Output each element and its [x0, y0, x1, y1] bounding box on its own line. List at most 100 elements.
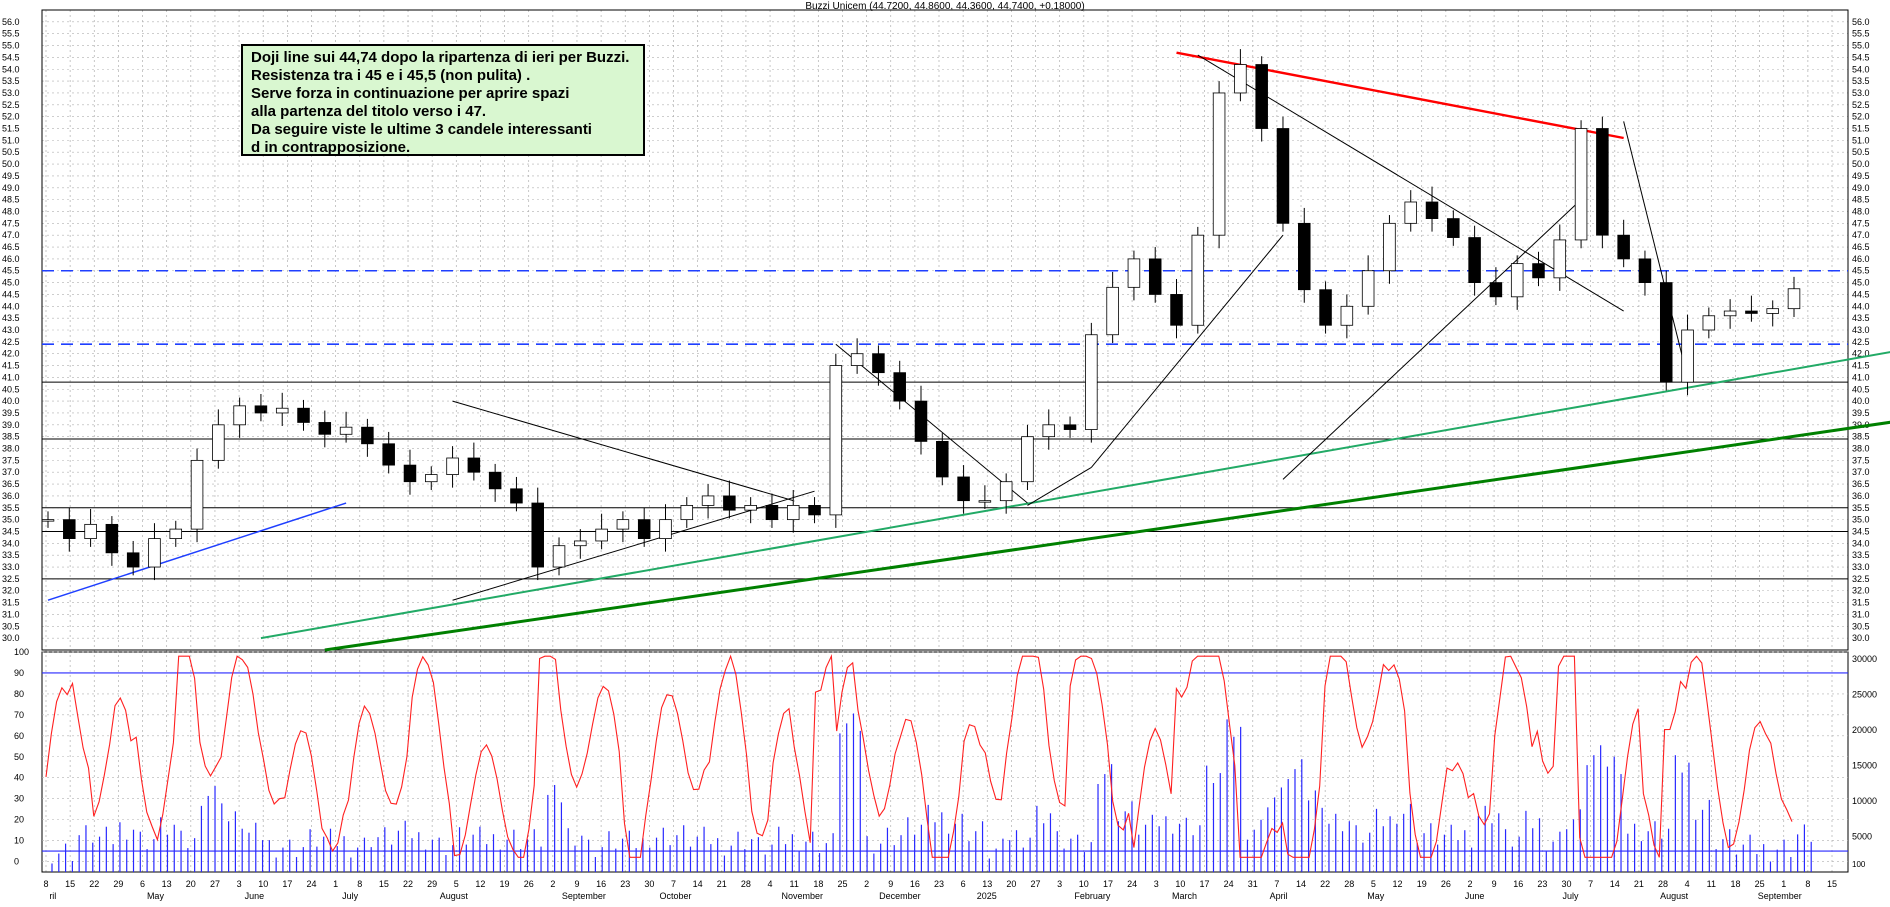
candle-body [1659, 282, 1673, 383]
x-day-tick-label: 10 [258, 879, 268, 889]
x-month-label: September [1758, 891, 1802, 901]
candle-body [701, 495, 715, 506]
candle-body [1255, 64, 1268, 129]
candle-body [829, 365, 843, 516]
y-tick-label-left: 50.0 [2, 159, 20, 169]
x-day-tick-label: 16 [596, 879, 606, 889]
note-line: Serve forza in continuazione per aprire … [251, 85, 570, 102]
candle-body [510, 488, 523, 504]
y-tick-label-left: 53.5 [2, 76, 20, 86]
y-tick-label-left: 36.5 [2, 479, 20, 489]
y-tick-label-left: 52.0 [2, 112, 20, 122]
y-tick-label-left: 54.5 [2, 52, 20, 62]
y-tick-label-left: 34.0 [2, 538, 20, 548]
candle-body [1596, 128, 1609, 236]
volume-tick-label: 20000 [1852, 725, 1877, 735]
y-tick-label-left: 44.5 [2, 289, 20, 299]
y-tick-label-right: 44.5 [1852, 289, 1870, 299]
candle-body [318, 422, 332, 435]
y-tick-label-right: 41.0 [1852, 372, 1870, 382]
x-month-label: March [1172, 891, 1197, 901]
y-tick-label-left: 43.0 [2, 325, 20, 335]
chart-title: Buzzi Unicem (44.7200, 44.8600, 44.3600,… [805, 1, 1085, 12]
y-tick-label-right: 55.0 [1852, 41, 1870, 51]
y-tick-label-right: 53.5 [1852, 76, 1870, 86]
candle-body [233, 405, 246, 426]
x-day-tick-label: 13 [162, 879, 172, 889]
x-day-tick-label: 16 [910, 879, 920, 889]
osc-tick-label: 100 [14, 647, 29, 657]
y-tick-label-left: 38.0 [2, 444, 20, 454]
candle-body [744, 505, 757, 511]
y-tick-label-right: 44.0 [1852, 301, 1870, 311]
x-day-tick-label: 30 [644, 879, 654, 889]
y-tick-label-right: 45.0 [1852, 278, 1870, 288]
x-day-tick-label: 14 [693, 879, 703, 889]
trend-line [452, 400, 794, 502]
candle-body [786, 505, 800, 521]
x-day-tick-label: 8 [357, 879, 362, 889]
y-tick-label-left: 31.0 [2, 609, 20, 619]
x-day-tick-label: 21 [1634, 879, 1644, 889]
candle-body [1148, 258, 1162, 295]
y-tick-label-right: 30.0 [1852, 633, 1870, 643]
candle-body [84, 523, 97, 539]
x-day-tick-label: 5 [1371, 879, 1376, 889]
y-tick-label-right: 39.5 [1852, 408, 1870, 418]
y-tick-label-right: 30.5 [1852, 621, 1870, 631]
y-tick-label-left: 49.5 [2, 171, 20, 181]
candle-body [1574, 128, 1588, 241]
y-tick-label-right: 46.5 [1852, 242, 1870, 252]
candle-body [637, 519, 651, 539]
x-day-tick-label: 21 [717, 879, 727, 889]
volume-tick-label: 25000 [1852, 690, 1877, 700]
x-day-tick-label: 9 [1492, 879, 1497, 889]
candle-body [1510, 263, 1524, 298]
osc-tick-label: 0 [14, 857, 19, 867]
y-tick-label-left: 30.5 [2, 621, 20, 631]
x-day-tick-label: 22 [1320, 879, 1330, 889]
volume-corner-label: 100 [1852, 860, 1866, 869]
x-day-tick-label: 2 [1467, 879, 1472, 889]
x-day-tick-label: 4 [1685, 879, 1690, 889]
x-day-tick-label: 14 [1296, 879, 1306, 889]
y-tick-label-right: 38.5 [1852, 432, 1870, 442]
y-tick-label-right: 34.5 [1852, 526, 1870, 536]
y-tick-label-right: 36.5 [1852, 479, 1870, 489]
candle-body [403, 464, 417, 483]
candle-body [978, 500, 992, 503]
x-day-tick-label: 8 [43, 879, 48, 889]
y-tick-label-right: 45.5 [1852, 266, 1870, 276]
x-month-label: May [147, 891, 165, 901]
trend-line [1197, 54, 1624, 312]
candle-body [1383, 222, 1396, 272]
x-day-tick-label: 31 [1248, 879, 1258, 889]
x-day-tick-label: 28 [1658, 879, 1668, 889]
candle-body [1170, 294, 1183, 326]
y-tick-label-right: 54.0 [1852, 64, 1870, 74]
x-month-label: November [781, 891, 823, 901]
annotation-note: Doji line sui 44,74 dopo la ripartenza d… [241, 44, 645, 156]
candle-body [659, 519, 672, 539]
candle-body [595, 528, 608, 542]
candle-body [1553, 239, 1567, 279]
x-month-label: April [1270, 891, 1288, 901]
x-month-label: February [1074, 891, 1111, 901]
y-tick-label-right: 50.0 [1852, 159, 1870, 169]
candle-body [254, 405, 268, 414]
y-tick-label-left: 51.0 [2, 135, 20, 145]
candle-body [148, 538, 161, 568]
y-tick-label-left: 32.0 [2, 586, 20, 596]
x-day-tick-label: 2 [550, 879, 555, 889]
candle-body [1489, 282, 1503, 298]
x-day-tick-label: 23 [620, 879, 630, 889]
y-tick-label-left: 41.0 [2, 372, 20, 382]
x-day-tick-label: 18 [1730, 879, 1740, 889]
candle-body [1106, 286, 1119, 336]
candle-body [1617, 234, 1630, 260]
x-day-tick-label: 19 [1417, 879, 1427, 889]
y-tick-label-left: 33.0 [2, 562, 20, 572]
osc-tick-label: 10 [14, 836, 24, 846]
candle-body [1425, 201, 1439, 219]
